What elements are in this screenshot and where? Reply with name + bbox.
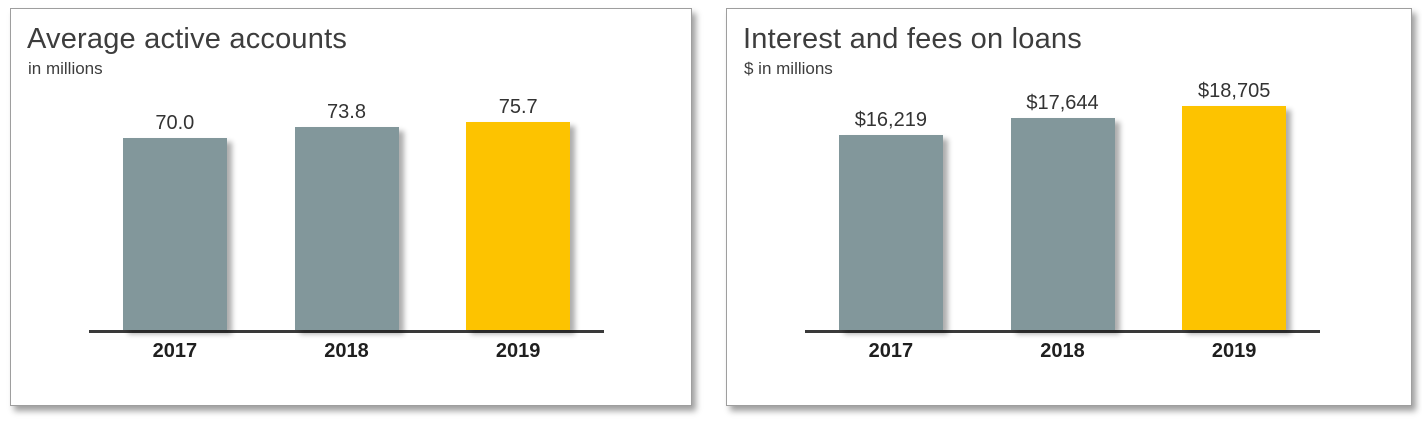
x-axis-ticks: 2017 2018 2019 [89, 333, 604, 363]
bar-value-label: 75.7 [498, 95, 538, 118]
plot-wrap: 70.0 73.8 75.7 2017 2018 2019 [89, 68, 604, 363]
x-tick-label-2018: 2018 [1040, 340, 1085, 362]
plot-area: $16,219 $17,644 $18,705 [805, 48, 1320, 330]
chart-subtitle: $ in millions [744, 59, 833, 79]
bar-column-2018: 73.8 [261, 68, 433, 330]
bar-value-label: $16,219 [854, 109, 927, 132]
bar-column-2017: 70.0 [89, 68, 261, 330]
bar-2017 [838, 135, 943, 330]
x-axis-line [805, 330, 1320, 333]
bar-column-2017: $16,219 [805, 48, 977, 330]
bar-value-label: 70.0 [155, 111, 195, 134]
bar-2019 [1182, 105, 1287, 330]
chart-panel-average-active-accounts: Average active accounts in millions 70.0… [10, 8, 692, 406]
bar-value-label: $18,705 [1198, 79, 1271, 102]
bar-column-2018: $17,644 [977, 48, 1149, 330]
chart-panel-interest-and-fees-on-loans: Interest and fees on loans $ in millions… [726, 8, 1412, 406]
x-axis-line [89, 330, 604, 333]
bar-value-label: $17,644 [1026, 92, 1099, 115]
chart-title: Interest and fees on loans [743, 23, 1082, 55]
plot-area: 70.0 73.8 75.7 [89, 68, 604, 330]
plot-wrap: $16,219 $17,644 $18,705 2017 2018 2019 [805, 48, 1320, 363]
bar-column-2019: $18,705 [1148, 48, 1320, 330]
x-tick-label-2019: 2019 [1211, 340, 1257, 362]
chart-title: Average active accounts [27, 23, 348, 55]
x-tick-label-2017: 2017 [868, 340, 914, 362]
bar-column-2019: 75.7 [432, 68, 604, 330]
x-tick-label-2017: 2017 [152, 340, 198, 362]
bar-2019 [466, 121, 571, 330]
bar-2017 [122, 137, 227, 330]
x-tick-label-2018: 2018 [324, 340, 369, 362]
x-axis-ticks: 2017 2018 2019 [805, 333, 1320, 363]
bar-2018 [294, 127, 399, 330]
bar-value-label: 73.8 [327, 101, 366, 124]
x-tick-label-2019: 2019 [495, 340, 541, 362]
chart-subtitle: in millions [28, 59, 103, 79]
bar-2018 [1010, 118, 1115, 330]
